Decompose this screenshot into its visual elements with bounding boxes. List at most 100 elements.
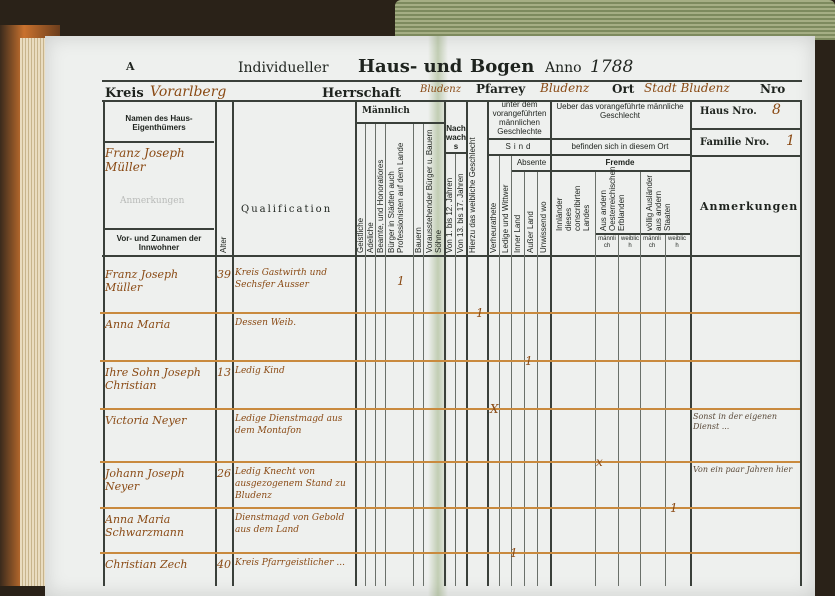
male-column-header: Bauern bbox=[414, 227, 423, 253]
sex-column-header: männlich bbox=[598, 236, 616, 249]
page-block bbox=[395, 0, 835, 40]
sind-column-header: Ledige und Wittwer bbox=[501, 184, 510, 253]
inhabitant-name: Victoria Neyer bbox=[105, 414, 187, 427]
column-rule bbox=[455, 154, 456, 586]
row-divider bbox=[100, 408, 800, 410]
anmerkungen-header: Anmerkungen bbox=[700, 200, 799, 213]
column-rule bbox=[524, 172, 525, 586]
sind-column-header: völlig Ausländer aus andern Staaten bbox=[645, 174, 672, 231]
census-sheet bbox=[45, 36, 815, 596]
herrschaft-value: Bludenz bbox=[420, 84, 462, 95]
inhabitants-header: Vor- und Zunamen der Innwohner bbox=[116, 234, 202, 252]
horizontal-rule bbox=[487, 138, 690, 140]
horizontal-rule bbox=[104, 228, 214, 230]
male-column-header: Geistliche bbox=[356, 217, 365, 253]
tally-mark: 1 bbox=[397, 274, 405, 288]
tally-mark: 1 bbox=[525, 354, 533, 368]
inhabitant-age: 39 bbox=[217, 268, 231, 281]
tally-mark: x bbox=[596, 455, 603, 469]
tally-mark: 1 bbox=[510, 546, 518, 560]
absente-header: Absente bbox=[516, 158, 547, 167]
sex-column-header: weiblich bbox=[667, 236, 686, 249]
tally-mark: X bbox=[490, 402, 499, 416]
inhabitant-qualification: Ledige Dienstmagd aus dem Montafon bbox=[235, 414, 343, 436]
column-rule bbox=[232, 100, 234, 586]
horizontal-rule bbox=[487, 154, 690, 156]
column-rule bbox=[618, 235, 619, 586]
weiblich-header: Hierzu das weibliche Geschlecht bbox=[468, 137, 477, 253]
inhabitant-name: Johann Joseph Neyer bbox=[105, 467, 185, 493]
column-rule bbox=[800, 100, 802, 586]
nro-label: Nro bbox=[760, 82, 786, 96]
title-prefix: Individueller bbox=[238, 60, 329, 76]
column-rule bbox=[375, 124, 376, 586]
inhabitant-qualification: Ledig Knecht von ausgezogenem Stand zu B… bbox=[235, 467, 346, 501]
column-rule bbox=[487, 100, 489, 586]
inhabitant-age: 13 bbox=[217, 366, 231, 379]
row-divider bbox=[100, 552, 800, 554]
sind-column-header: Inner Land bbox=[513, 214, 522, 253]
pfarrey-value: Bludenz bbox=[540, 81, 590, 95]
male-column-header: Vorausstehender Bürger u. Bauern Söhne bbox=[425, 129, 443, 253]
inhabitant-name: Christian Zech bbox=[105, 558, 188, 571]
sex-column-header: weiblich bbox=[620, 236, 639, 249]
maennlich-header: Männlich bbox=[362, 106, 410, 116]
inhabitant-name: Ihre Sohn Joseph Christian bbox=[105, 366, 201, 392]
nachwachs-header: Nachwachs bbox=[446, 124, 467, 151]
inhabitant-age: 26 bbox=[217, 467, 231, 480]
alter-header: Alter bbox=[219, 236, 228, 253]
befinden-header: befinden sich in diesem Ort bbox=[571, 142, 669, 151]
horizontal-rule bbox=[595, 233, 690, 235]
owner-header: Namen des Haus-Eigenthümers bbox=[125, 114, 193, 132]
horizontal-rule bbox=[511, 170, 690, 172]
haus-value: 8 bbox=[772, 102, 781, 118]
book-gutter bbox=[428, 36, 448, 596]
inhabitant-qualification: Dessen Weib. bbox=[235, 318, 297, 328]
column-rule bbox=[103, 100, 105, 586]
owner-faint-text: Anmerkungen bbox=[120, 196, 185, 206]
row-divider bbox=[100, 507, 800, 509]
inhabitant-name: Franz Joseph Müller bbox=[105, 268, 179, 294]
inhabitant-qualification: Dienstmagd von Gebold aus dem Land bbox=[235, 513, 345, 535]
horizontal-rule bbox=[102, 80, 802, 82]
inhabitant-qualification: Ledig Kind bbox=[235, 366, 285, 376]
column-rule bbox=[537, 172, 538, 586]
column-rule bbox=[511, 156, 512, 586]
row-divider bbox=[100, 312, 800, 314]
nachwachs-column-header: Von 1. bis 12. Jahren bbox=[445, 177, 454, 253]
herrschaft-label: Herrschaft bbox=[322, 86, 401, 101]
sex-column-header: männlich bbox=[643, 236, 661, 249]
horizontal-rule bbox=[690, 128, 800, 130]
unter-dem-header: unter dem vorangeführten männlichen Gesc… bbox=[492, 100, 547, 136]
column-rule bbox=[355, 100, 357, 586]
column-rule bbox=[413, 124, 414, 586]
column-rule bbox=[499, 156, 500, 586]
column-rule bbox=[385, 124, 386, 586]
sind-header: Sind bbox=[505, 142, 534, 151]
tally-mark: 1 bbox=[670, 501, 678, 515]
column-rule bbox=[466, 100, 468, 586]
horizontal-rule bbox=[355, 122, 445, 124]
horizontal-rule bbox=[102, 255, 802, 257]
title-bogen: Bogen bbox=[470, 56, 535, 77]
familie-value: 1 bbox=[786, 133, 795, 149]
title-main: Haus- und bbox=[358, 56, 463, 77]
form-letter: A bbox=[126, 60, 135, 73]
ort-label: Ort bbox=[612, 82, 635, 96]
remark: Von ein paar Jahren hier bbox=[693, 465, 793, 474]
row-divider bbox=[100, 360, 800, 362]
qualification-header: Qualification bbox=[241, 204, 333, 215]
column-rule bbox=[215, 100, 217, 586]
anno-value: 1788 bbox=[590, 57, 634, 77]
column-rule bbox=[550, 100, 552, 586]
horizontal-rule bbox=[102, 100, 802, 102]
inhabitant-name: Anna Maria bbox=[105, 318, 171, 331]
anno-label: Anno bbox=[545, 60, 582, 76]
sind-column-header: Außer Land bbox=[526, 211, 535, 253]
row-divider bbox=[100, 461, 800, 463]
column-rule bbox=[444, 100, 446, 586]
kreis-value: Vorarlberg bbox=[150, 84, 227, 100]
inhabitant-name: Anna Maria Schwarzmann bbox=[105, 513, 184, 539]
column-rule bbox=[365, 124, 366, 586]
nachwachs-column-header: Von 13. bis 17. Jahren bbox=[456, 173, 465, 253]
